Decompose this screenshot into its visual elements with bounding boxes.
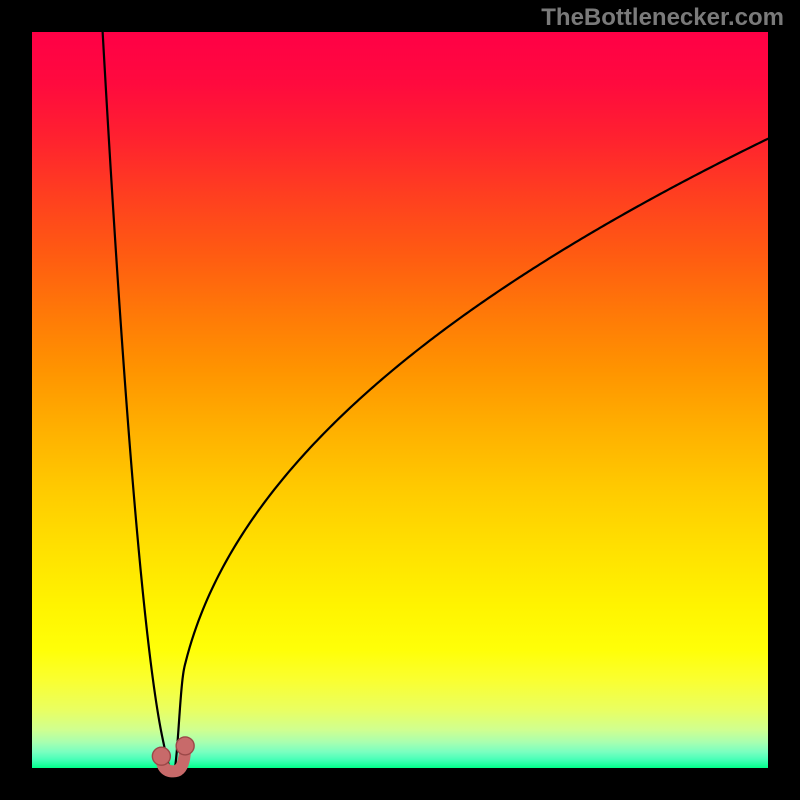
curve-overlay (0, 0, 800, 800)
watermark-text: TheBottlenecker.com (541, 4, 784, 32)
bottleneck-curve (103, 32, 768, 768)
marker-right (176, 737, 194, 755)
selection-markers (152, 737, 194, 772)
chart-container: TheBottlenecker.com (0, 0, 800, 800)
marker-left (152, 747, 170, 765)
